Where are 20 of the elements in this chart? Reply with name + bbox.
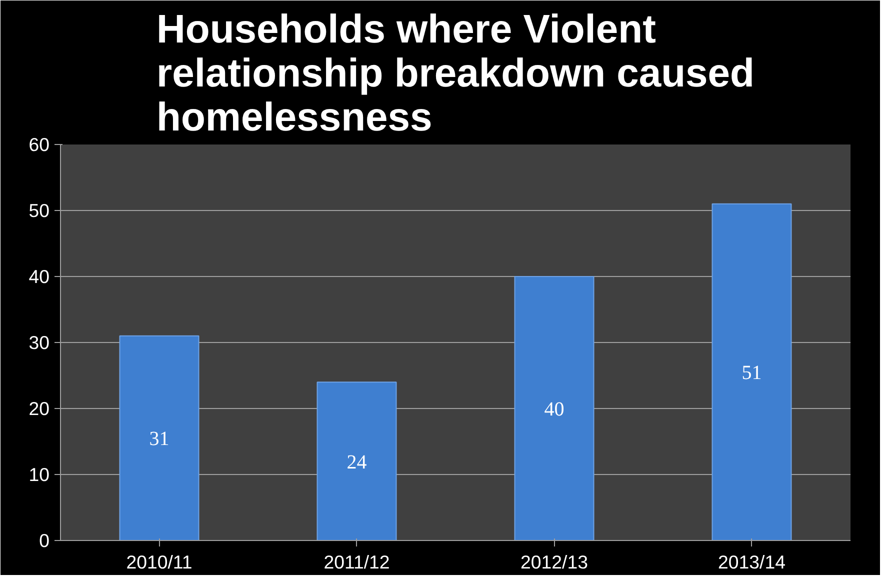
bar xyxy=(316,382,397,540)
x-tick-label: 2011/12 xyxy=(324,552,390,572)
bar xyxy=(119,335,200,540)
x-tick-label: 2013/14 xyxy=(718,552,786,572)
bar xyxy=(712,203,792,540)
y-tick-label: 10 xyxy=(28,464,50,485)
y-tick-label: 20 xyxy=(28,398,50,419)
data-label: 51 xyxy=(742,362,762,384)
x-tick-label: 2010/11 xyxy=(126,552,192,572)
bar xyxy=(514,276,594,540)
data-label: 31 xyxy=(149,428,170,450)
y-tick-label: 0 xyxy=(39,530,50,551)
y-tick-label: 30 xyxy=(28,332,50,353)
data-label: 40 xyxy=(544,398,564,420)
y-tick-label: 60 xyxy=(28,134,50,155)
x-tick-label: 2012/13 xyxy=(520,552,588,572)
data-label: 24 xyxy=(346,451,367,474)
y-tick-label: 50 xyxy=(28,200,50,221)
y-tick-label: 40 xyxy=(28,266,50,287)
chart-title: Households where Violent relationship breakdown caused homelessness xyxy=(156,8,754,140)
